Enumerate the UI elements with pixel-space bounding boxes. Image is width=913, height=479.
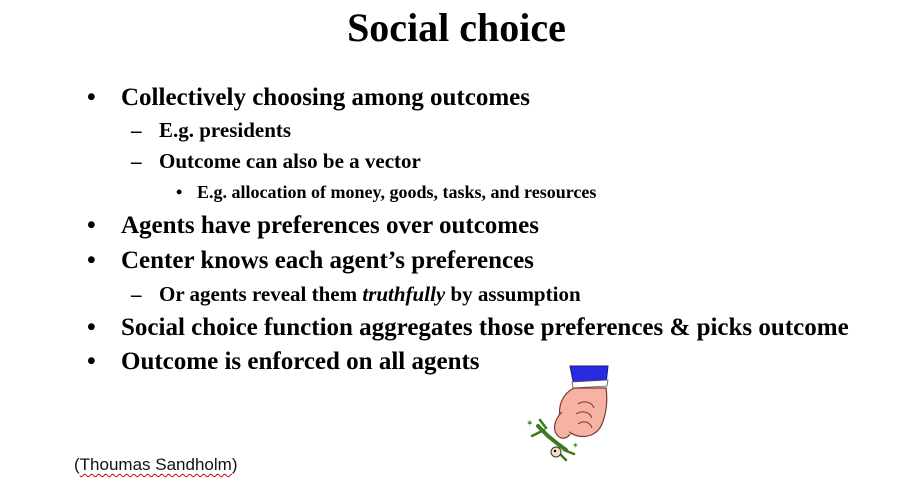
sub-bullet-text: Outcome can also be a vector	[159, 149, 421, 173]
bullet-text: Collectively choosing among outcomes	[121, 84, 530, 111]
sub-bullet-text-start: Or agents reveal them	[159, 282, 363, 306]
author-credit: (Thoumas Sandholm)	[74, 455, 237, 475]
credit-open-paren: (	[74, 455, 80, 474]
hand-squeezing-person-clipart: ✶ ✶	[526, 365, 609, 462]
sub-bullet-text-end: by assumption	[445, 282, 581, 306]
bullet-text: Outcome is enforced on all agents	[121, 348, 480, 375]
emphasis-text: truthfully	[362, 282, 446, 306]
sub-bullet-text: Or agents reveal them truthfully by assu…	[159, 281, 581, 307]
bullet-marker: •	[176, 182, 183, 202]
bullet-marker: •	[87, 314, 96, 341]
dash-marker: –	[131, 282, 142, 306]
bullet-marker: •	[87, 84, 96, 111]
credit-name: Thoumas Sandholm	[79, 455, 232, 474]
bullet-text: Social choice function aggregates those …	[121, 314, 849, 341]
dash-marker: –	[131, 149, 142, 173]
bullet-marker: •	[87, 212, 96, 239]
bullet-marker: •	[87, 348, 96, 375]
bullet-marker: •	[87, 247, 96, 274]
credit-close-paren: )	[231, 455, 238, 474]
sub-sub-bullet-text: E.g. allocation of money, goods, tasks, …	[197, 182, 597, 202]
svg-text:✶: ✶	[572, 441, 579, 450]
bullet-text: Agents have preferences over outcomes	[121, 212, 539, 239]
sub-bullet-text: E.g. presidents	[159, 118, 292, 142]
svg-text:✶: ✶	[526, 419, 534, 429]
slide-title: Social choice	[347, 5, 566, 50]
bullet-text: Center knows each agent’s preferences	[121, 247, 534, 274]
dash-marker: –	[131, 118, 142, 142]
